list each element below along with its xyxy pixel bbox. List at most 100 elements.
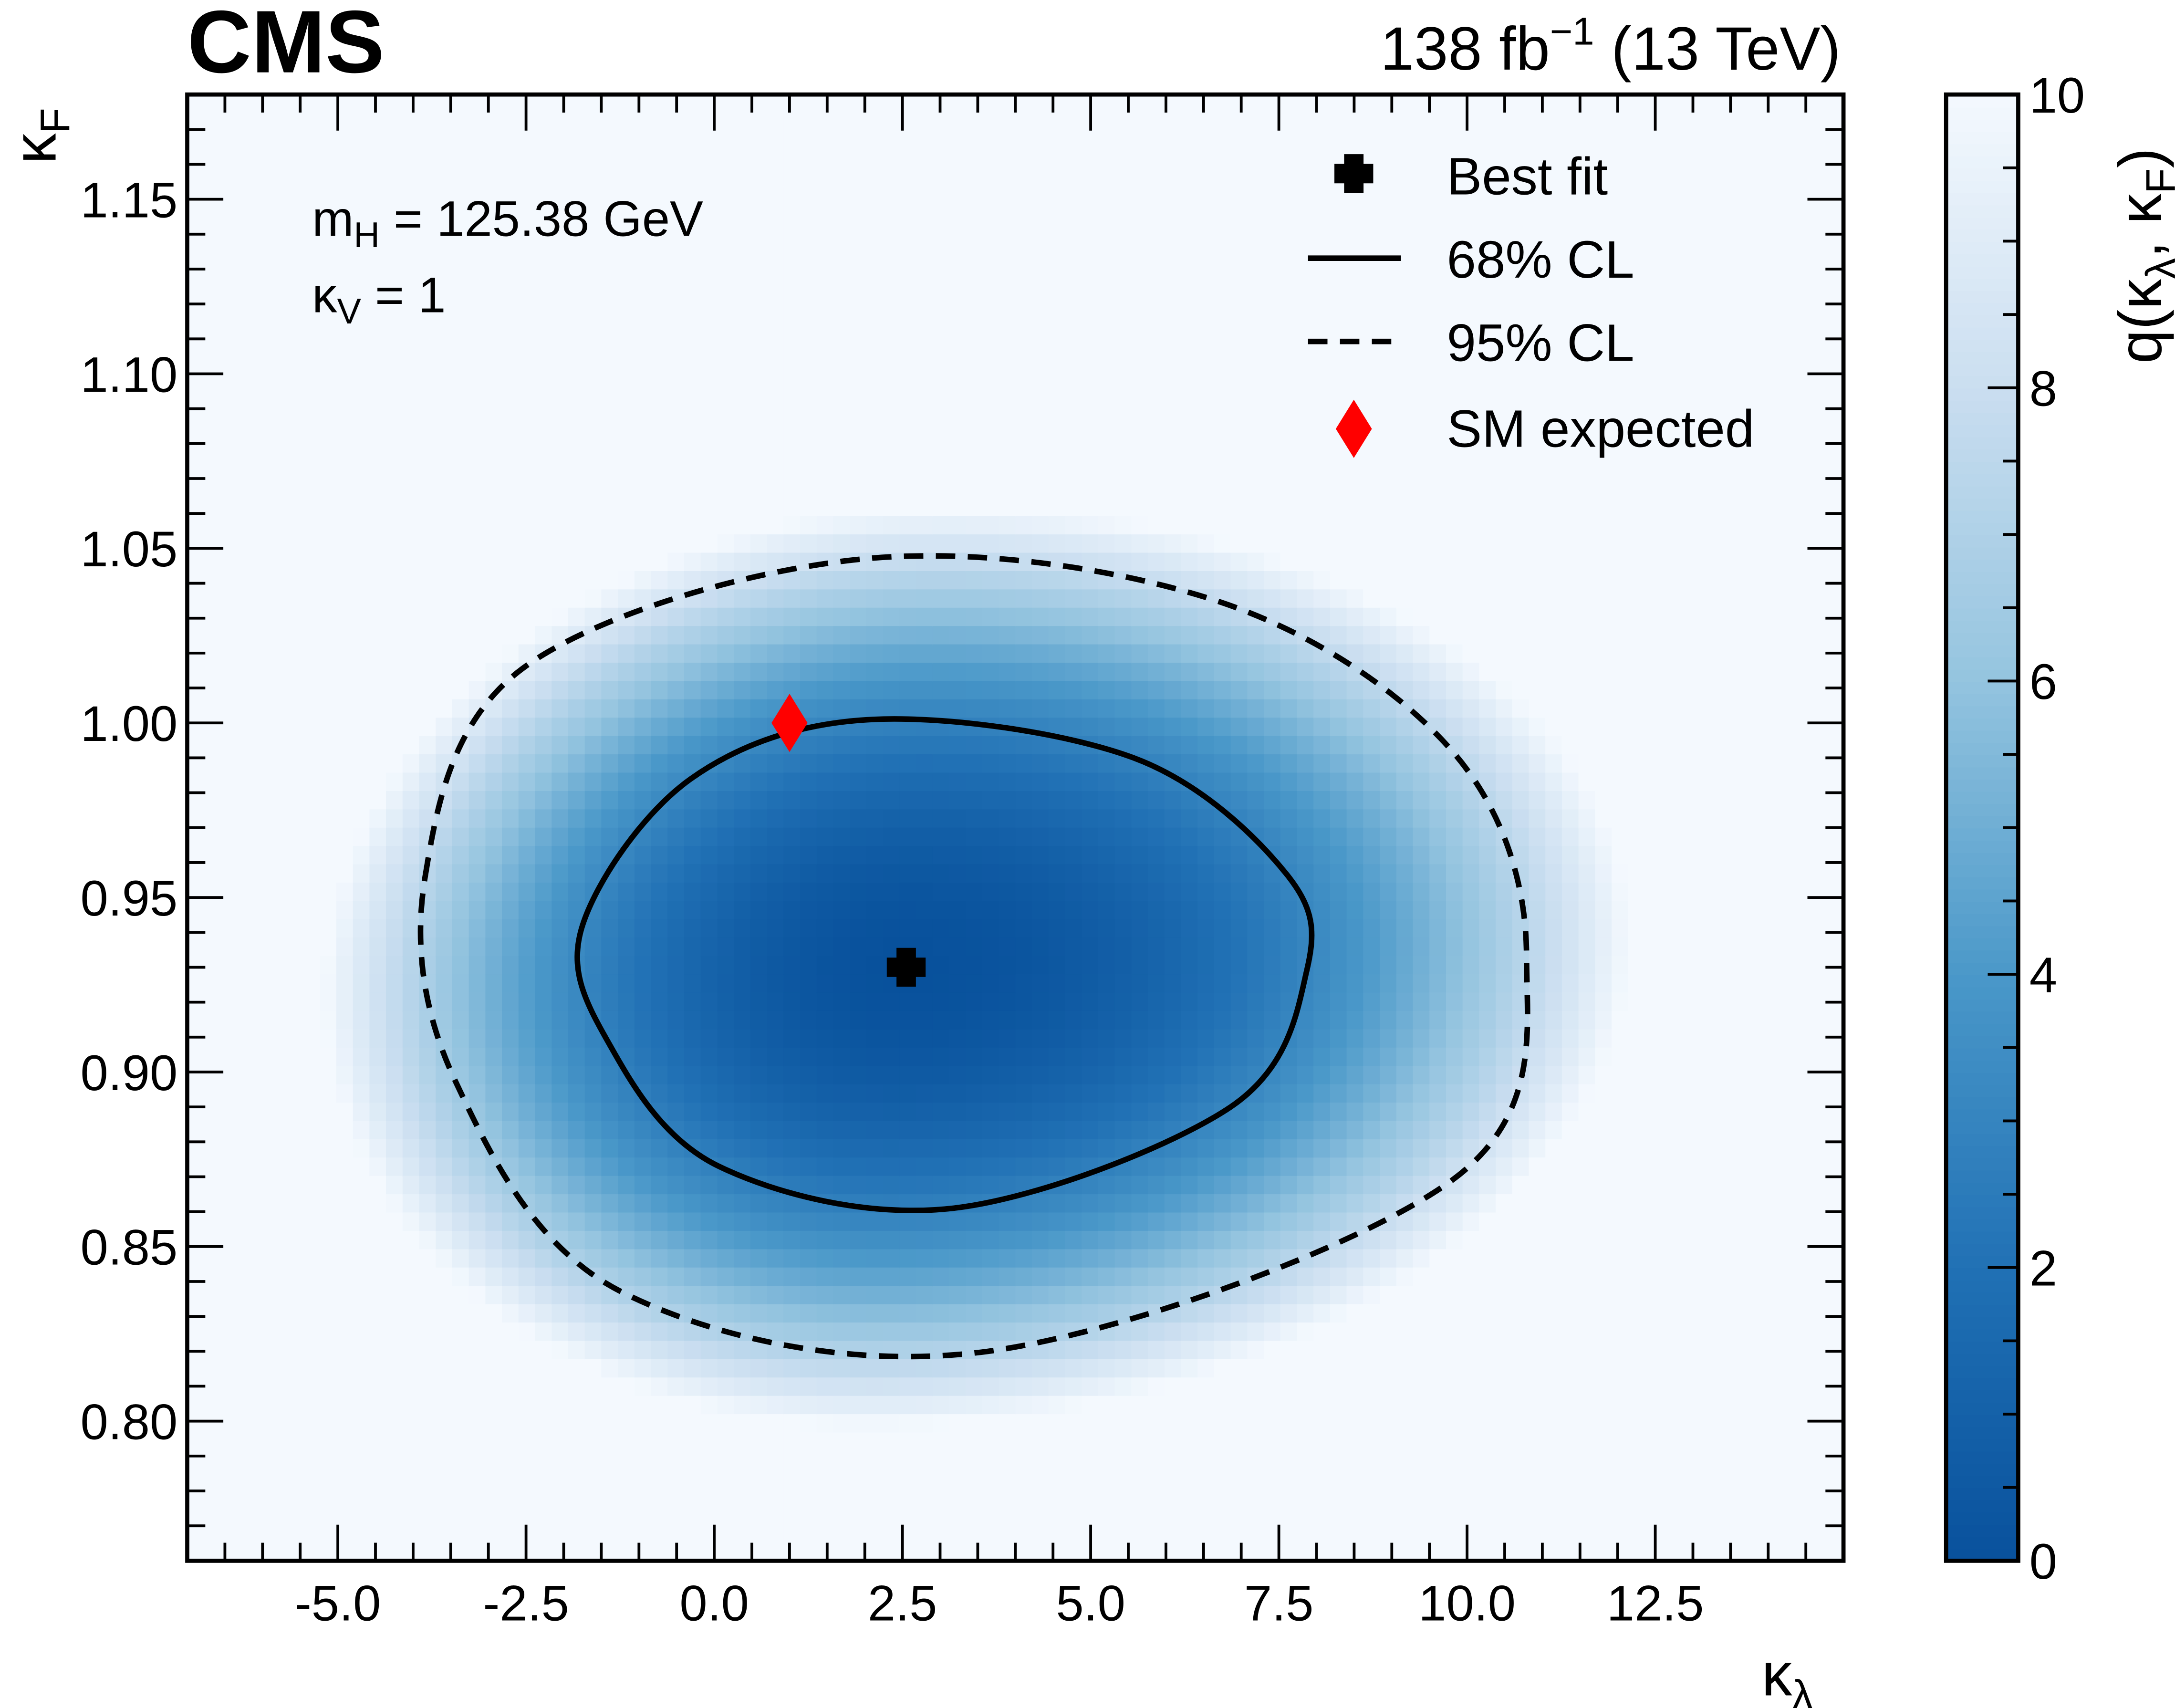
heatmap-cell: [982, 1230, 1000, 1250]
heatmap-cell: [700, 167, 718, 187]
heatmap-cell: [700, 772, 718, 792]
heatmap-cell: [999, 1121, 1017, 1140]
heatmap-cell: [253, 223, 271, 242]
heatmap-cell: [999, 1047, 1017, 1067]
heatmap-cell: [750, 791, 768, 811]
heatmap-cell: [667, 864, 685, 884]
heatmap-cell: [1214, 186, 1232, 206]
heatmap-cell: [1148, 1396, 1166, 1415]
heatmap-cell: [1015, 424, 1033, 444]
heatmap-cell: [800, 223, 818, 242]
heatmap-cell: [187, 1010, 205, 1031]
heatmap-cell: [634, 1341, 652, 1360]
heatmap-cell: [187, 1524, 205, 1543]
heatmap-cell: [1197, 846, 1215, 865]
heatmap-cell: [436, 681, 453, 700]
heatmap-cell: [1114, 846, 1133, 865]
heatmap-cell: [237, 314, 255, 334]
heatmap-cell: [1114, 1102, 1133, 1122]
heatmap-cell: [320, 94, 337, 114]
heatmap-cell: [402, 1230, 420, 1250]
heatmap-cell: [833, 534, 851, 554]
heatmap-cell: [684, 1121, 702, 1140]
heatmap-cell: [353, 1194, 371, 1214]
heatmap-cell: [634, 956, 652, 975]
heatmap-cell: [568, 1286, 586, 1305]
heatmap-cell: [883, 94, 901, 114]
heatmap-cell: [634, 333, 652, 352]
heatmap-cell: [850, 1322, 867, 1342]
heatmap-cell: [833, 1359, 851, 1378]
heatmap-cell: [767, 167, 785, 187]
heatmap-cell: [1164, 1414, 1182, 1434]
heatmap-cell: [552, 351, 569, 371]
heatmap-cell: [833, 919, 851, 938]
heatmap-cell: [552, 699, 569, 719]
heatmap-cell: [502, 809, 520, 829]
heatmap-cell: [419, 1322, 437, 1342]
heatmap-cell: [651, 314, 669, 334]
heatmap-cell: [187, 809, 205, 829]
heatmap-cell: [982, 186, 1000, 206]
heatmap-cell: [866, 1286, 884, 1305]
heatmap-cell: [369, 1212, 387, 1232]
heatmap-cell: [651, 516, 669, 535]
heatmap-cell: [535, 333, 553, 352]
heatmap-cell: [584, 846, 603, 865]
heatmap-cell: [320, 552, 337, 572]
heatmap-cell: [220, 1341, 238, 1360]
heatmap-cell: [1098, 1102, 1116, 1122]
heatmap-cell: [320, 919, 337, 938]
heatmap-cell: [1181, 278, 1198, 297]
heatmap-cell: [187, 1469, 205, 1489]
heatmap-cell: [1082, 1450, 1099, 1470]
heatmap-cell: [1197, 1524, 1215, 1543]
heatmap-cell: [518, 956, 536, 975]
heatmap-cell: [899, 1212, 917, 1232]
heatmap-cell: [850, 974, 867, 994]
heatmap-cell: [386, 296, 404, 315]
heatmap-cell: [932, 1359, 950, 1378]
heatmap-cell: [982, 846, 1000, 865]
heatmap-cell: [1032, 883, 1050, 902]
heatmap-cell: [916, 443, 934, 462]
heatmap-cell: [386, 186, 404, 206]
heatmap-cell: [734, 552, 751, 572]
heatmap-cell: [303, 1414, 321, 1434]
heatmap-cell: [767, 956, 785, 975]
heatmap-cell: [286, 1341, 304, 1360]
heatmap-cell: [518, 1304, 536, 1323]
heatmap-cell: [883, 699, 901, 719]
heatmap-cell: [552, 424, 569, 444]
heatmap-cell: [651, 626, 669, 646]
heatmap-cell: [1148, 718, 1166, 737]
heatmap-cell: [386, 314, 404, 334]
heatmap-cell: [932, 846, 950, 865]
heatmap-cell: [402, 1176, 420, 1195]
heatmap-cell: [552, 1286, 569, 1305]
heatmap-cell: [866, 406, 884, 426]
heatmap-cell: [1114, 1249, 1133, 1269]
heatmap-cell: [204, 333, 221, 352]
heatmap-cell: [1065, 186, 1082, 206]
heatmap-cell: [303, 424, 321, 444]
heatmap-cell: [485, 626, 503, 646]
heatmap-cell: [1048, 1341, 1066, 1360]
heatmap-cell: [700, 846, 718, 865]
heatmap-cell: [1065, 241, 1082, 260]
heatmap-cell: [468, 1359, 487, 1378]
heatmap-cell: [353, 443, 371, 462]
heatmap-cell: [634, 791, 652, 811]
heatmap-cell: [204, 607, 221, 627]
heatmap-cell: [419, 1047, 437, 1067]
heatmap-cell: [1065, 901, 1082, 920]
heatmap-cell: [1131, 974, 1149, 994]
heatmap-cell: [667, 1377, 685, 1397]
heatmap-cell: [253, 1139, 271, 1158]
heatmap-cell: [866, 791, 884, 811]
heatmap-cell: [336, 94, 354, 114]
heatmap-cell: [568, 204, 586, 224]
heatmap-cell: [303, 259, 321, 279]
heatmap-cell: [982, 1450, 1000, 1470]
heatmap-cell: [651, 1341, 669, 1360]
